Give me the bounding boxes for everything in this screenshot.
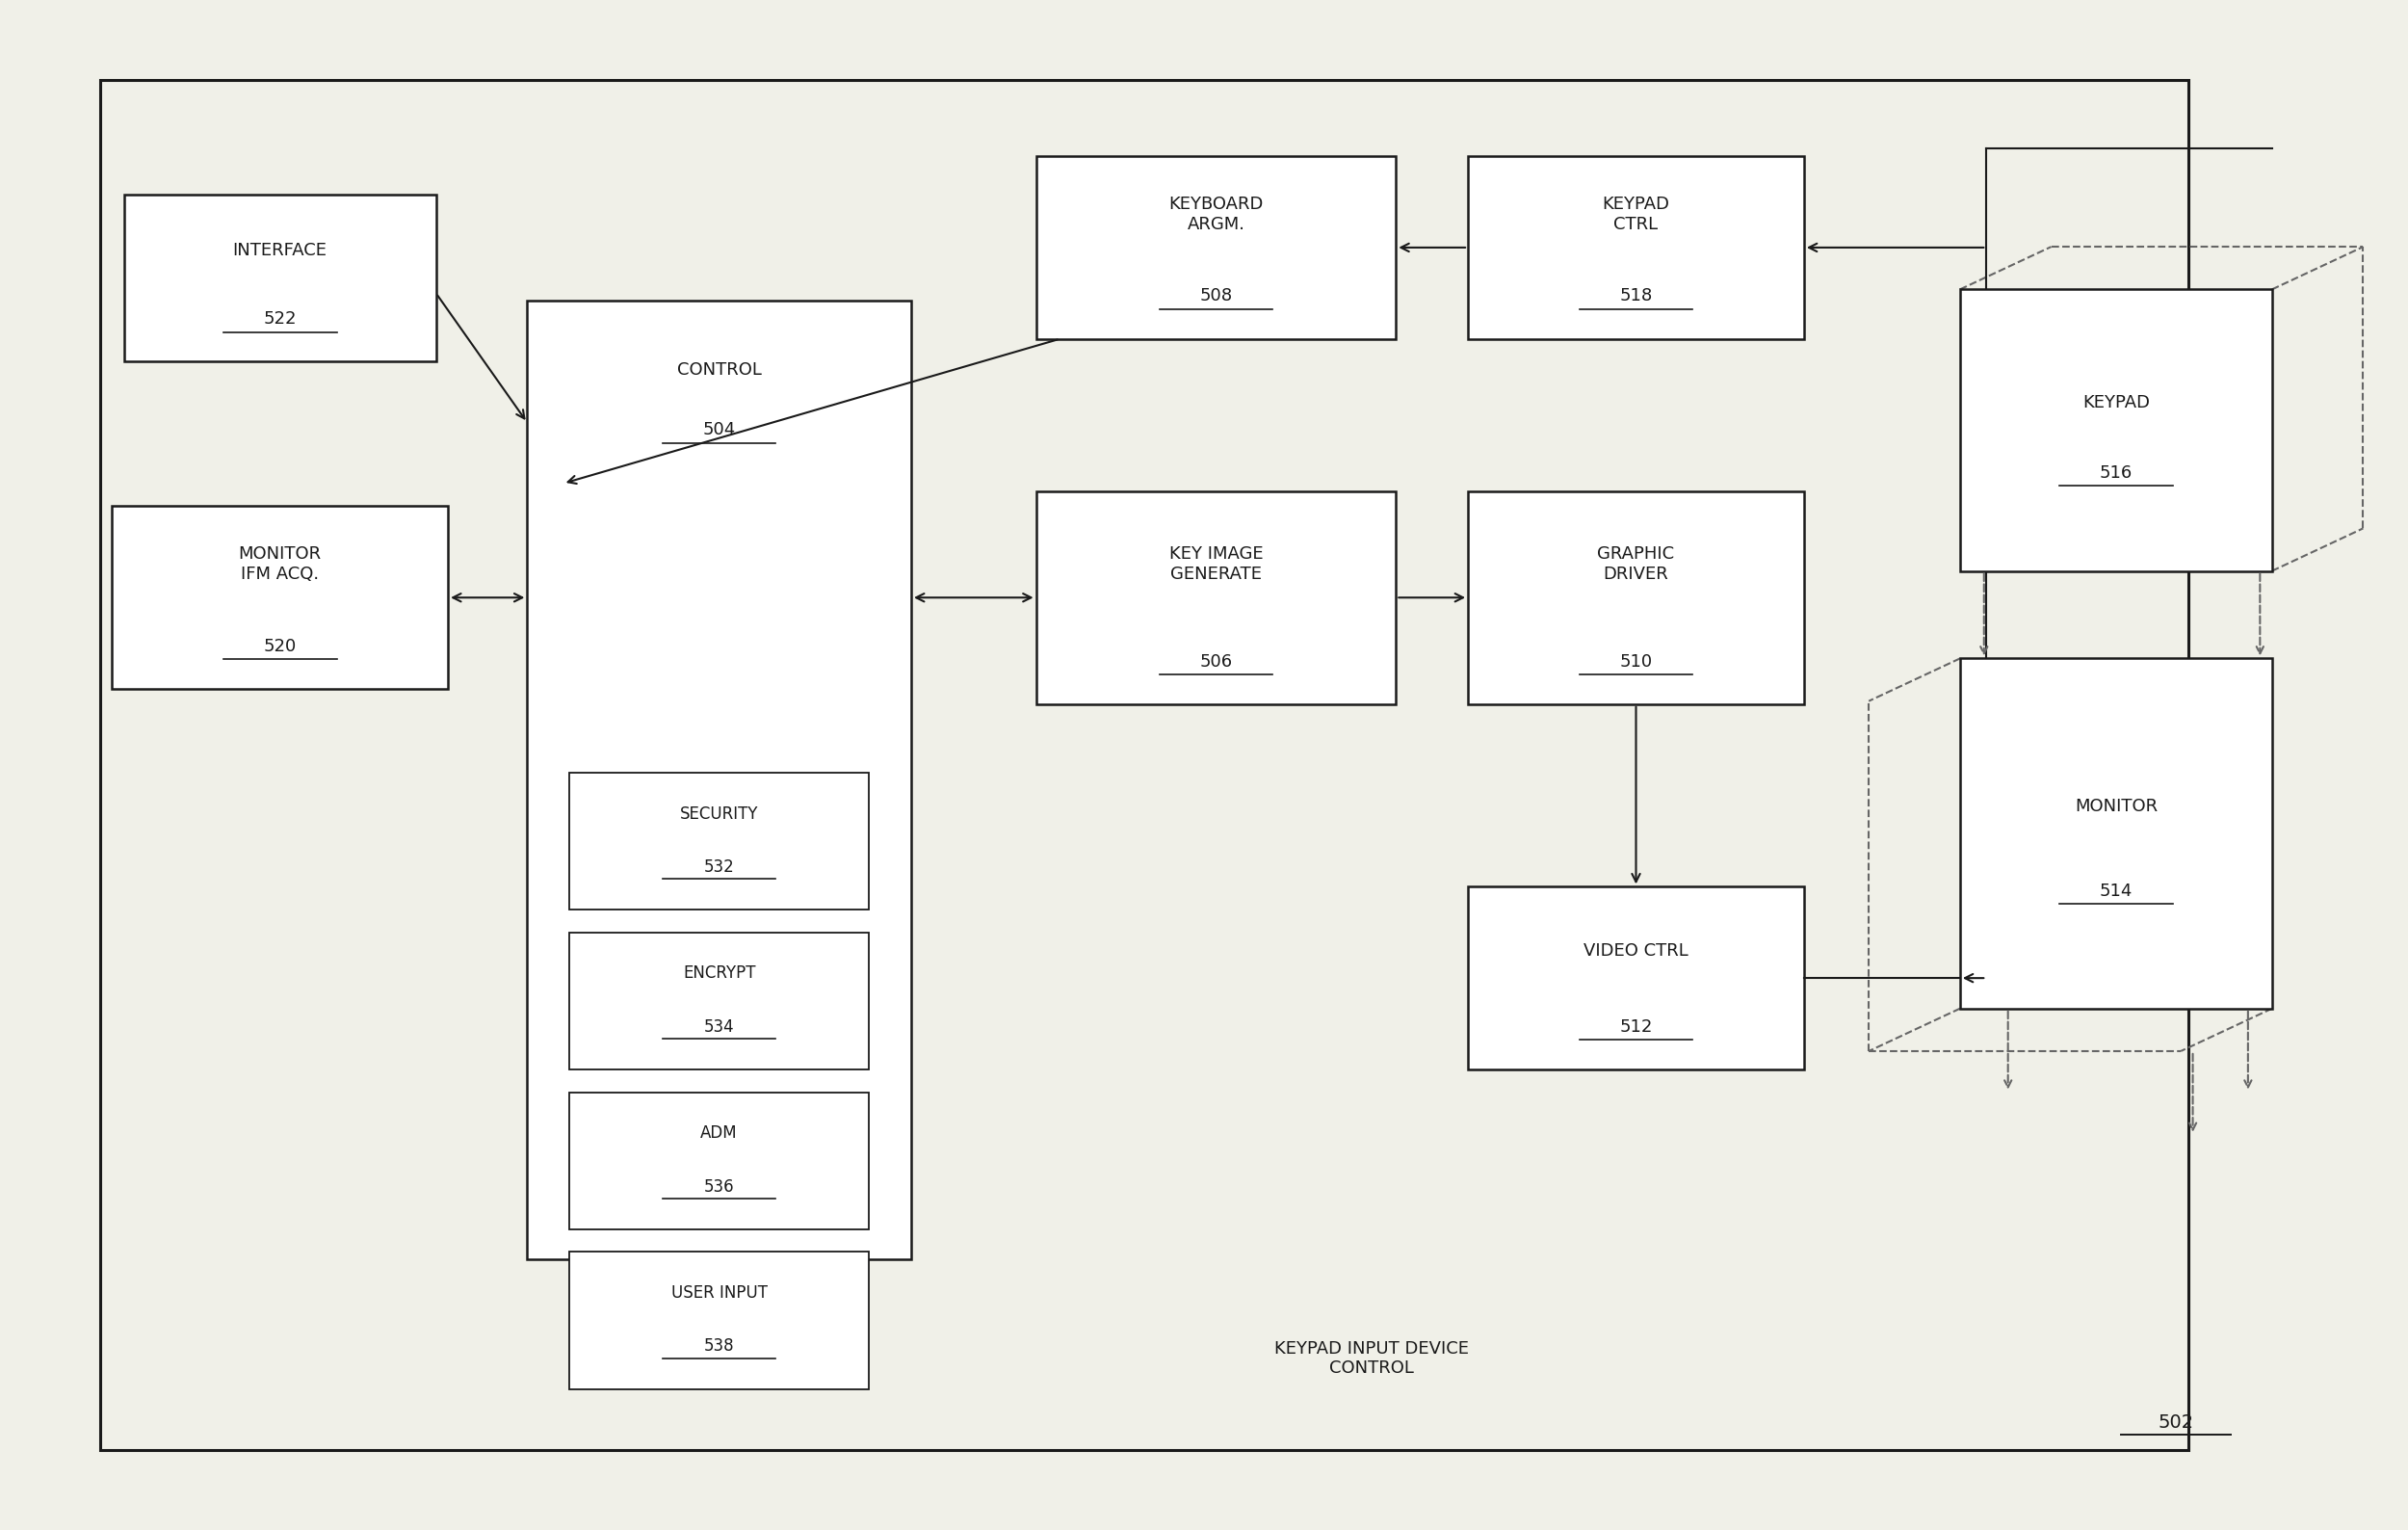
Text: 506: 506: [1199, 653, 1233, 670]
Bar: [101, 80, 2189, 1450]
Text: 514: 514: [2100, 883, 2133, 900]
Bar: [568, 1252, 869, 1389]
Text: 532: 532: [703, 858, 734, 875]
Text: 518: 518: [1621, 288, 1652, 304]
Text: GRAPHIC
DRIVER: GRAPHIC DRIVER: [1597, 545, 1674, 583]
Text: 516: 516: [2100, 464, 2133, 482]
Text: KEYPAD INPUT DEVICE
CONTROL: KEYPAD INPUT DEVICE CONTROL: [1274, 1340, 1469, 1377]
Text: 512: 512: [1621, 1017, 1652, 1036]
Bar: [1960, 289, 2273, 571]
Text: 504: 504: [703, 421, 737, 439]
Text: KEYPAD: KEYPAD: [2083, 395, 2150, 412]
Text: MONITOR
IFM ACQ.: MONITOR IFM ACQ.: [238, 545, 323, 583]
Bar: [125, 194, 436, 361]
Bar: [527, 301, 910, 1259]
Bar: [113, 506, 448, 688]
Text: KEY IMAGE
GENERATE: KEY IMAGE GENERATE: [1168, 545, 1264, 583]
Text: ADM: ADM: [701, 1125, 737, 1141]
Text: 522: 522: [262, 311, 296, 327]
Bar: [568, 932, 869, 1069]
Text: ENCRYPT: ENCRYPT: [684, 965, 756, 982]
Text: INTERFACE: INTERFACE: [234, 242, 327, 259]
Text: KEYBOARD
ARGM.: KEYBOARD ARGM.: [1168, 196, 1264, 233]
Text: SECURITY: SECURITY: [679, 805, 759, 822]
Bar: [1960, 658, 2273, 1008]
Text: 520: 520: [262, 638, 296, 655]
Bar: [568, 773, 869, 910]
Bar: [1035, 156, 1397, 338]
Text: MONITOR: MONITOR: [2076, 797, 2158, 815]
Text: KEYPAD
CTRL: KEYPAD CTRL: [1601, 196, 1669, 233]
Text: 510: 510: [1621, 653, 1652, 670]
Bar: [568, 1092, 869, 1229]
Bar: [1469, 491, 1804, 704]
Bar: [1035, 491, 1397, 704]
Bar: [1469, 887, 1804, 1069]
Text: 508: 508: [1199, 288, 1233, 304]
Text: USER INPUT: USER INPUT: [672, 1285, 768, 1302]
Text: 538: 538: [703, 1337, 734, 1356]
Text: VIDEO CTRL: VIDEO CTRL: [1584, 942, 1688, 959]
Text: 536: 536: [703, 1178, 734, 1195]
Bar: [1469, 156, 1804, 338]
Text: 502: 502: [2158, 1414, 2194, 1432]
Text: CONTROL: CONTROL: [677, 361, 761, 379]
Text: 534: 534: [703, 1017, 734, 1036]
